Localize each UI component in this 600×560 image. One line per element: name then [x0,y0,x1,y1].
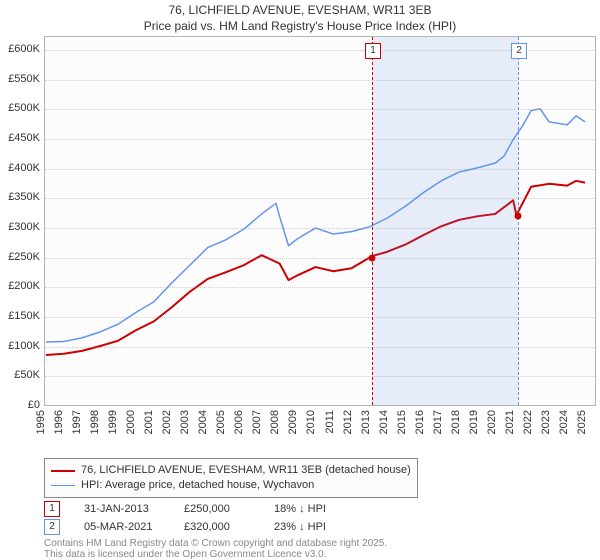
y-axis-label: £450K [0,132,40,144]
event-dashline [518,37,519,405]
footer: Contains HM Land Registry data © Crown c… [44,538,387,560]
x-axis-label: 2024 [558,410,578,434]
y-axis-label: £50K [0,369,40,381]
x-axis-label: 2022 [522,410,542,434]
title-line2: Price paid vs. HM Land Registry's House … [0,19,600,35]
note-price: £320,000 [184,521,254,533]
x-axis-label: 2025 [576,410,596,434]
y-axis-label: £0 [0,399,40,411]
y-axis-label: £550K [0,73,40,85]
legend-label: HPI: Average price, detached house, Wych… [81,478,314,493]
x-axis-label: 2017 [432,410,452,434]
note-row: 2 05-MAR-2021 £320,000 23% ↓ HPI [44,518,326,536]
sale-marker [515,213,522,220]
y-axis-label: £100K [0,340,40,352]
note-price: £250,000 [184,503,254,515]
event-dashline [372,37,373,405]
x-axis-label: 2011 [324,410,344,434]
x-axis-label: 2018 [450,410,470,434]
x-axis-label: 2023 [540,410,560,434]
legend-swatch [51,470,75,472]
note-date: 05-MAR-2021 [84,521,164,533]
note-badge: 2 [44,519,60,535]
event-badge: 2 [511,43,527,59]
note-row: 1 31-JAN-2013 £250,000 18% ↓ HPI [44,500,326,518]
note-date: 31-JAN-2013 [84,503,164,515]
title-line1: 76, LICHFIELD AVENUE, EVESHAM, WR11 3EB [0,3,600,19]
footer-line1: Contains HM Land Registry data © Crown c… [44,538,387,549]
x-axis-label: 2015 [396,410,416,434]
x-axis-label: 2021 [504,410,524,434]
y-axis-label: £400K [0,162,40,174]
y-axis-label: £300K [0,221,40,233]
x-axis-label: 2019 [468,410,488,434]
x-axis-label: 2013 [360,410,380,434]
x-axis-label: 2020 [486,410,506,434]
x-axis-label: 1995 [35,410,55,434]
y-axis-label: £250K [0,251,40,263]
x-axis-label: 2016 [414,410,434,434]
plot-area: 12 [44,36,596,406]
legend-label: 76, LICHFIELD AVENUE, EVESHAM, WR11 3EB … [81,463,411,478]
legend: 76, LICHFIELD AVENUE, EVESHAM, WR11 3EB … [44,458,418,498]
note-delta: 23% ↓ HPI [274,521,326,533]
y-axis-label: £150K [0,310,40,322]
y-axis-label: £350K [0,191,40,203]
y-axis-label: £600K [0,43,40,55]
x-axis-label: 2012 [342,410,362,434]
sale-notes: 1 31-JAN-2013 £250,000 18% ↓ HPI 2 05-MA… [44,500,326,536]
x-axis-label: 2010 [305,410,325,434]
highlight-band [372,37,518,405]
note-delta: 18% ↓ HPI [274,503,326,515]
y-axis-label: £500K [0,102,40,114]
legend-swatch [51,485,75,487]
y-axis-label: £200K [0,280,40,292]
legend-item: 76, LICHFIELD AVENUE, EVESHAM, WR11 3EB … [51,463,411,478]
event-badge: 1 [365,43,381,59]
footer-line2: This data is licensed under the Open Gov… [44,549,387,560]
sale-marker [369,254,376,261]
x-axis-label: 2014 [378,410,398,434]
note-badge: 1 [44,501,60,517]
legend-item: HPI: Average price, detached house, Wych… [51,478,411,493]
chart-container: 12 £0£50K£100K£150K£200K£250K£300K£350K£… [0,36,600,430]
chart-title: 76, LICHFIELD AVENUE, EVESHAM, WR11 3EB … [0,0,600,34]
